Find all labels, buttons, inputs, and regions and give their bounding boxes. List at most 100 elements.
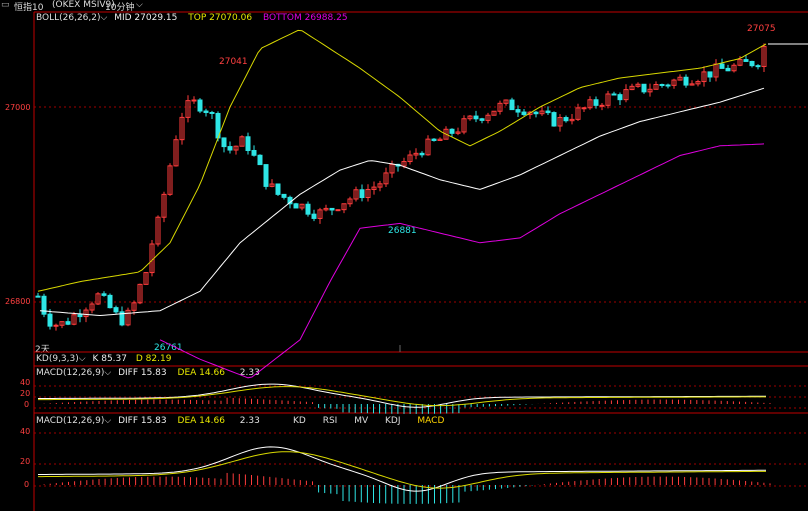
candle-body [533, 111, 539, 115]
tab-mv[interactable]: MV [354, 416, 369, 426]
candle-body [65, 321, 71, 325]
candle-body [371, 186, 377, 190]
candle-body [461, 118, 467, 133]
boll-name[interactable]: BOLL(26,26,2) [36, 13, 101, 23]
macd1-dea: DEA 14.66 [177, 368, 225, 378]
instrument-symbol: (OKEX MSIV9) [52, 0, 115, 10]
candle-body [551, 112, 557, 127]
candle-body [515, 109, 521, 113]
candle-body [701, 71, 707, 83]
candle-body [425, 138, 431, 156]
annotation-high-left: 27041 [219, 57, 248, 67]
candle-body [581, 107, 587, 110]
candle-body [527, 111, 533, 116]
kd-d: D 82.19 [135, 354, 172, 364]
candle-body [107, 294, 113, 309]
candle-body [59, 321, 65, 326]
candle-body [305, 203, 311, 215]
candle-body [485, 114, 491, 121]
candle-body [743, 59, 749, 62]
candle-body [737, 59, 743, 66]
kd-name[interactable]: KD(9,3,3) [36, 354, 79, 364]
period-selector[interactable]: 10分钟 [105, 3, 135, 13]
candle-body [239, 136, 245, 147]
tab-kd[interactable]: KD [293, 416, 306, 426]
candle-body [143, 272, 149, 285]
candle-body [623, 89, 629, 101]
candle-body [281, 193, 287, 198]
candle-body [695, 81, 701, 85]
macd1-name[interactable]: MACD(12,26,9) [36, 368, 105, 378]
candle-body [545, 110, 551, 114]
candle-body [653, 83, 659, 90]
tab-macd[interactable]: MACD [417, 416, 445, 426]
macd2-axis-20: 20 [20, 457, 31, 466]
chevron-down-icon[interactable]: ⌵ [100, 13, 108, 23]
chevron-down-icon[interactable]: ⌵ [104, 368, 112, 378]
macd2-diff-line [38, 446, 766, 492]
candle-body [605, 93, 611, 106]
candle-body [125, 309, 131, 326]
chevron-down-icon[interactable]: ⌵ [78, 354, 86, 364]
tab-rsi[interactable]: RSI [322, 416, 338, 426]
candle-body [155, 216, 161, 245]
candle-body [407, 154, 413, 163]
candle-body [455, 131, 461, 134]
macd2-axis-0: 0 [24, 480, 30, 489]
macd2-axis-40: 40 [20, 427, 31, 436]
candle-body [185, 100, 191, 118]
candle-body [683, 76, 689, 86]
candle-body [263, 164, 269, 187]
annotation-low-left: 26761 [154, 343, 183, 353]
chevron-down-icon[interactable]: ⌵ [136, 0, 143, 10]
candle-body [191, 99, 197, 102]
candle-body [131, 302, 137, 311]
candle-body [413, 152, 419, 156]
candle-body [497, 102, 503, 112]
candle-body [83, 309, 89, 318]
candle-body [749, 60, 755, 67]
window-icon[interactable]: ▭ [1, 0, 10, 10]
candle-body [557, 117, 563, 127]
candle-body [635, 83, 641, 87]
candle-body [689, 83, 695, 86]
candle-body [269, 183, 275, 187]
macd2-name[interactable]: MACD(12,26,9) [36, 416, 105, 426]
boll-mid-line [39, 87, 765, 317]
indicator-tabs: KD RSI MV KDJ MACD [293, 416, 458, 426]
price-axis-label-upper: 27000 [5, 103, 31, 112]
candle-body [137, 283, 143, 304]
candle-body [251, 149, 257, 156]
candle-body [449, 128, 455, 134]
candle-body [761, 45, 767, 67]
boll-bottom: BOTTOM 26988.25 [262, 13, 348, 23]
candle-body [245, 136, 251, 151]
candle-body [317, 209, 323, 219]
title-bar: ▭ 恒指10 (OKEX MSIV9) 10分钟 ⌵ [0, 0, 808, 13]
candle-body [113, 307, 119, 313]
annotation-low-mid: 26881 [388, 226, 417, 236]
macd2-header: MACD(12,26,9)⌵ DIFF 15.83 DEA 14.66 2.33 [36, 416, 260, 426]
kd-header: KD(9,3,3)⌵ K 85.37 D 82.19 [36, 354, 171, 364]
candle-body [383, 172, 389, 185]
kd-k: K 85.37 [92, 354, 127, 364]
candle-body [563, 117, 569, 122]
macd2-dea-line [38, 451, 766, 489]
tab-kdj[interactable]: KDJ [385, 416, 401, 426]
candle-body [659, 83, 665, 86]
candle-body [437, 138, 443, 141]
macd1-diff-line [38, 383, 766, 408]
macd1-header: MACD(12,26,9)⌵ DIFF 15.83 DEA 14.66 2.33 [36, 368, 260, 378]
candle-body [401, 161, 407, 167]
chevron-down-icon[interactable]: ⌵ [104, 416, 112, 426]
macd1-diff: DIFF 15.83 [118, 368, 167, 378]
macd1-axis-0: 0 [24, 400, 30, 409]
candle-body [617, 94, 623, 101]
candle-body [569, 118, 575, 122]
candle-body [197, 99, 203, 112]
candle-body [575, 107, 581, 120]
macd1-value: 2.33 [239, 368, 260, 378]
candle-body [329, 207, 335, 211]
candle-body [95, 293, 101, 305]
